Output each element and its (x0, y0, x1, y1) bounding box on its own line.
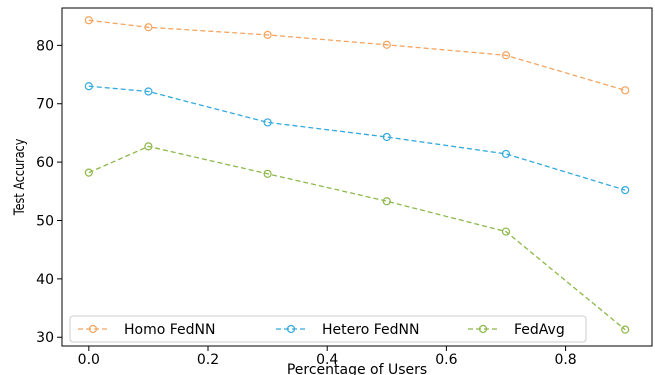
legend-box (69, 315, 587, 343)
y-tick-label: 60 (36, 155, 54, 171)
x-tick-label: 0.0 (78, 352, 100, 368)
x-tick-label: 0.8 (554, 352, 576, 368)
data-point (621, 86, 630, 95)
series-layer (84, 16, 630, 334)
data-point (382, 197, 391, 206)
plot-frame (61, 7, 653, 347)
x-axis-label: Percentage of Users (287, 362, 427, 375)
series-line-1 (88, 19, 626, 91)
data-point (501, 227, 511, 236)
data-point (144, 23, 153, 32)
series-line-2 (88, 85, 626, 191)
x-tick-label: 0.4 (316, 352, 338, 368)
data-point (144, 87, 153, 96)
data-point (263, 169, 272, 178)
y-tick-label: 80 (36, 38, 54, 54)
legend: Homo FedNN Hetero FedNN FedAvg (69, 315, 587, 343)
y-axis: 30 40 50 60 70 80 (36, 38, 62, 346)
x-tick-label: 0.2 (197, 352, 219, 368)
y-tick-label: 40 (36, 272, 54, 288)
data-point (263, 118, 272, 127)
y-tick-label: 50 (36, 213, 54, 229)
legend-label: Homo FedNN (124, 322, 215, 338)
legend-marker (286, 324, 296, 334)
data-point (621, 186, 630, 195)
legend-marker (478, 324, 488, 334)
y-tick-label: 30 (36, 330, 54, 346)
y-axis-label: Test Accuracy (11, 138, 28, 216)
x-tick-label: 0.6 (435, 352, 457, 368)
legend-label: Hetero FedNN (322, 322, 419, 338)
data-point (382, 132, 391, 142)
data-point (84, 82, 93, 91)
legend-label: FedAvg (514, 322, 565, 338)
data-point (501, 149, 511, 159)
data-point (263, 30, 272, 39)
series-line-3 (88, 145, 626, 331)
data-point (382, 40, 391, 49)
data-point (84, 16, 93, 25)
data-point (621, 325, 630, 334)
data-point (84, 168, 93, 177)
data-point (501, 51, 511, 60)
data-point (144, 142, 153, 151)
legend-marker (88, 324, 98, 334)
y-tick-label: 70 (36, 97, 54, 113)
x-axis: 0.0 0.2 0.4 0.6 0.8 (78, 346, 577, 368)
